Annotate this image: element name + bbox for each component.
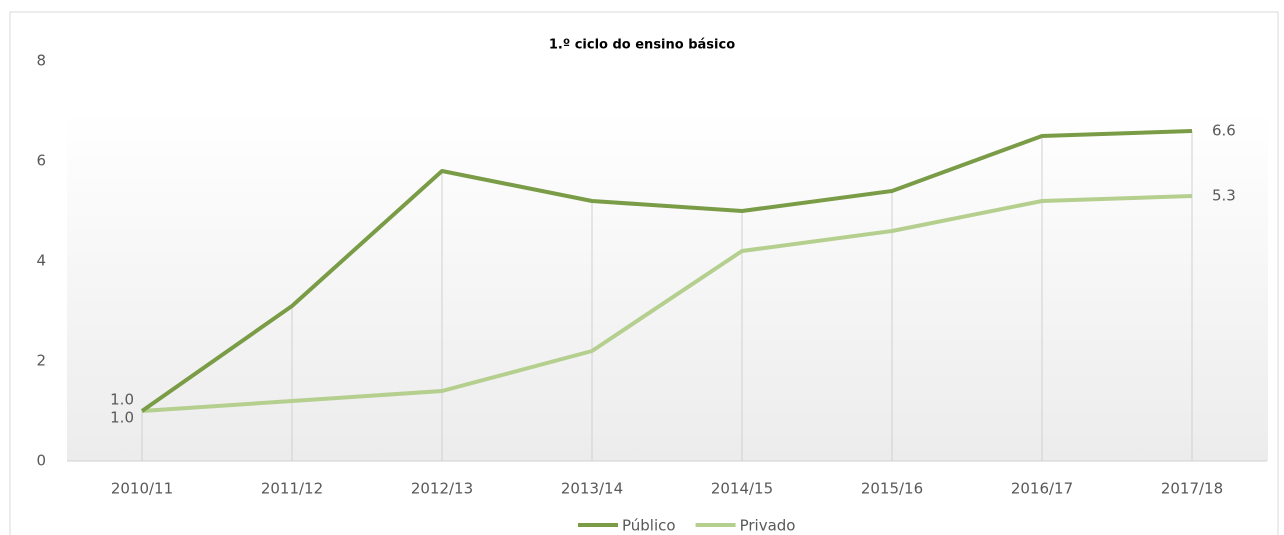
legend-label: Privado (740, 517, 796, 535)
chart-title: 1.º ciclo do ensino básico (549, 38, 735, 53)
y-tick-label: 6 (36, 152, 46, 170)
data-label: 1.0 (110, 409, 134, 427)
legend-label: Público (622, 517, 676, 535)
plot-background (67, 111, 1268, 461)
y-tick-label: 4 (36, 252, 46, 270)
x-tick-label: 2017/18 (1161, 480, 1223, 498)
x-tick-label: 2016/17 (1011, 480, 1073, 498)
x-tick-label: 2014/15 (711, 480, 773, 498)
x-tick-label: 2013/14 (561, 480, 623, 498)
x-tick-label: 2012/13 (411, 480, 473, 498)
data-label: 1.0 (110, 391, 134, 409)
data-label: 6.6 (1212, 122, 1236, 140)
data-label: 5.3 (1212, 187, 1236, 205)
series-line (141, 194, 1193, 413)
x-tick-label: 2011/12 (261, 480, 323, 498)
y-tick-label: 0 (36, 452, 46, 470)
chart-frame (9, 11, 1279, 535)
y-tick-label: 2 (36, 352, 46, 370)
y-tick-label: 8 (36, 52, 46, 70)
x-tick-label: 2010/11 (111, 480, 173, 498)
x-tick-label: 2015/16 (861, 480, 923, 498)
series-line (140, 129, 1193, 413)
